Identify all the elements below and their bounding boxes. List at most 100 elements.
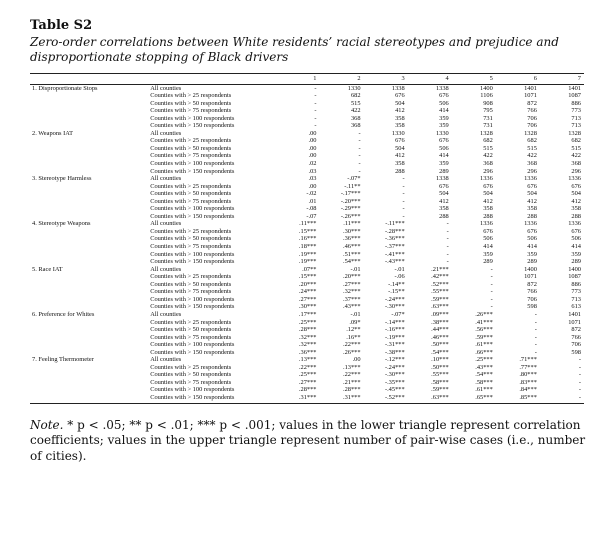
value-cell: 1400 <box>524 265 537 273</box>
value-cell: -.11*** <box>385 220 405 228</box>
value-cell: -.11** <box>344 182 361 190</box>
table-row: Counties with > 25 respondents .00 -.11** -… <box>30 183 584 191</box>
variable-name-cell <box>30 183 150 191</box>
table-row: Counties with > 50 respondents -.02 -.17**… <box>30 190 584 198</box>
value-cell: 504 <box>439 190 449 198</box>
table-row: Counties with > 75 respondents .01 -.20***… <box>30 198 584 206</box>
subset-label-cell: Counties with > 150 respondents <box>150 393 276 404</box>
subset-label-cell: Counties with > 150 respondents <box>150 348 235 356</box>
subset-label-cell: Counties with > 150 respondents <box>150 258 235 266</box>
value-cell: 676 <box>527 182 537 190</box>
value-cell: 288 <box>395 167 405 175</box>
variable-name-cell <box>30 228 150 236</box>
subset-label-cell: Counties with > 75 respondents <box>150 107 232 115</box>
table-row: Counties with > 25 respondents .00 - 676 676… <box>30 137 584 145</box>
value-cell: -.43*** <box>384 258 405 266</box>
table-row: Counties with > 25 respondents - 682 676 676… <box>30 92 584 100</box>
table-row: 7. Feeling Thermometer All counties .13***… <box>30 356 584 364</box>
value-cell: 515 <box>527 144 537 152</box>
value-cell: 368 <box>571 160 581 168</box>
value-cell: 676 <box>483 182 493 190</box>
value-cell: - <box>534 348 537 356</box>
value-cell: 731 <box>483 114 493 122</box>
value-cell: .28*** <box>298 326 317 334</box>
value-cell: 1071 <box>524 273 537 281</box>
variable-name-cell: 6. Preference for Whites <box>32 310 95 318</box>
variable-name-cell <box>30 213 150 221</box>
value-cell: 682 <box>483 137 493 145</box>
table-row: Counties with > 50 respondents - 515 504 506… <box>30 100 584 108</box>
column-header: 2 <box>319 73 364 85</box>
value-cell: 1330 <box>435 129 449 137</box>
table-row: Counties with > 25 respondents .25*** .09*… <box>30 319 584 327</box>
value-cell: .11*** <box>299 220 317 228</box>
value-cell: - <box>534 310 537 318</box>
value-cell: .58*** <box>431 378 449 386</box>
value-cell: .43*** <box>343 303 361 311</box>
value-cell: -.41*** <box>384 250 405 258</box>
value-cell: .55*** <box>431 371 449 379</box>
table-row: Counties with > 75 respondents - 422 412 414… <box>30 107 584 115</box>
value-cell: .20*** <box>343 273 361 281</box>
table-row: Counties with > 75 respondents .32*** .16*… <box>30 334 584 342</box>
value-cell: .09* <box>349 318 361 326</box>
value-cell: .59*** <box>431 295 449 303</box>
value-cell: 1338 <box>435 84 449 92</box>
value-cell: .43*** <box>475 363 493 371</box>
value-cell: -.20*** <box>340 197 361 205</box>
value-cell: - <box>358 160 361 168</box>
value-cell: 1400 <box>568 265 581 273</box>
value-cell: .03 <box>308 175 317 183</box>
value-cell: 1106 <box>480 92 493 100</box>
value-cell: - <box>402 205 405 213</box>
variable-name-cell <box>30 243 150 251</box>
value-cell: .61*** <box>475 341 493 349</box>
variable-name-cell <box>30 371 150 379</box>
subset-label-cell: Counties with > 50 respondents <box>150 190 232 198</box>
subset-label-cell: Counties with > 150 respondents <box>150 122 235 130</box>
value-cell: .32*** <box>298 333 317 341</box>
value-cell: .25*** <box>298 318 317 326</box>
value-cell: .46*** <box>343 243 361 251</box>
variable-name-cell: 7. Feeling Thermometer <box>32 356 94 364</box>
value-cell: 412 <box>395 107 405 115</box>
value-cell: 506 <box>483 235 493 243</box>
subset-label-cell: Counties with > 100 respondents <box>150 295 235 303</box>
value-cell: 359 <box>571 250 581 258</box>
value-cell: - <box>314 122 317 130</box>
value-cell: .09*** <box>431 310 449 318</box>
value-cell: 359 <box>527 250 537 258</box>
value-cell: 288 <box>483 212 493 220</box>
value-cell: 1336 <box>480 220 493 228</box>
table-note: Note. * p < .05; ** p < .01; *** p < .00… <box>30 418 590 465</box>
table-row: Counties with > 100 respondents .28*** .28… <box>30 386 584 394</box>
value-cell: 1071 <box>568 318 581 326</box>
value-cell: -.17*** <box>340 190 361 198</box>
value-cell: 358 <box>527 205 537 213</box>
value-cell: 676 <box>571 227 581 235</box>
note-lead: Note. <box>30 417 64 432</box>
value-cell: - <box>578 363 581 371</box>
variable-name-cell <box>30 393 151 404</box>
value-cell: .51*** <box>343 250 361 258</box>
value-cell: 422 <box>571 152 581 160</box>
table-row: Counties with > 150 respondents .31*** .31… <box>30 393 584 404</box>
value-cell: -.36*** <box>384 235 405 243</box>
table-row: Counties with > 100 respondents - 368 358 35… <box>30 115 584 123</box>
value-cell: .00 <box>308 144 317 152</box>
value-cell: 682 <box>527 137 537 145</box>
table-row: Counties with > 50 respondents .00 - 504 506… <box>30 145 584 153</box>
value-cell: .65*** <box>451 393 496 404</box>
value-cell: .11*** <box>343 220 361 228</box>
value-cell: .42*** <box>431 273 449 281</box>
table-row: Counties with > 100 respondents -.08 -.29*… <box>30 205 584 213</box>
value-cell: .27*** <box>343 280 361 288</box>
value-cell: 368 <box>350 122 361 130</box>
column-header <box>150 73 276 85</box>
value-cell: -.24*** <box>384 295 405 303</box>
value-cell: 795 <box>483 107 493 115</box>
subset-label-cell: Counties with > 25 respondents <box>150 182 232 190</box>
value-cell: 766 <box>527 107 537 115</box>
